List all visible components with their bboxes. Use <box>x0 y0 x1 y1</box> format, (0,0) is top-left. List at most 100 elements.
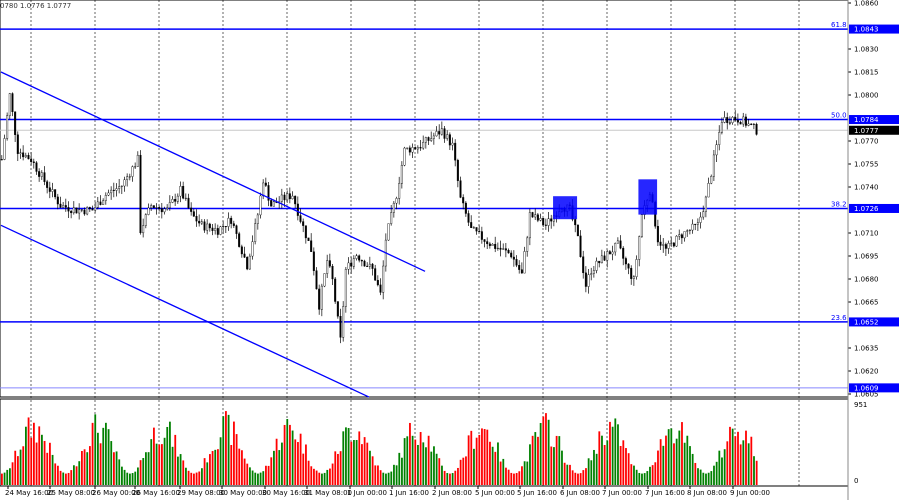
price-tick-label: 1.0605 <box>854 391 879 399</box>
candle-body <box>670 242 673 244</box>
candle-body <box>430 138 433 141</box>
volume-bar <box>550 446 553 485</box>
candle-body <box>75 207 78 214</box>
candle-body <box>734 116 737 121</box>
candle-body <box>142 225 145 234</box>
candle-body <box>318 288 321 310</box>
volume-bar <box>67 472 70 485</box>
volume-bar <box>273 450 275 485</box>
volume-bar <box>241 450 243 485</box>
volume-bar <box>638 472 641 485</box>
volume-bar <box>657 450 659 485</box>
candle-body <box>707 183 710 198</box>
candle-body <box>208 223 211 229</box>
candle-body <box>584 272 587 287</box>
candle-body <box>624 258 627 265</box>
volume-bar <box>595 453 598 485</box>
volume-bar <box>454 470 457 485</box>
volume-bar <box>17 456 19 485</box>
candle-body <box>222 226 225 228</box>
candle-body <box>14 111 17 135</box>
candle-body <box>35 162 38 172</box>
candle-body <box>523 251 526 274</box>
volume-bar <box>62 472 65 485</box>
candle-body <box>483 239 486 242</box>
volume-bar <box>222 416 225 485</box>
price-tick-label: 1.0860 <box>854 0 879 8</box>
candle-body <box>464 202 467 214</box>
candle-body <box>550 218 553 222</box>
candle-body <box>291 195 294 200</box>
candle-body <box>611 251 614 255</box>
candle-body <box>0 159 3 161</box>
candle-body <box>496 247 499 249</box>
volume-bar <box>14 450 17 485</box>
volume-bar <box>355 439 358 485</box>
candle-body <box>54 189 57 198</box>
volume-bar <box>494 451 497 485</box>
volume-bar <box>75 466 78 485</box>
volume-bar <box>566 464 569 485</box>
candle-body <box>160 208 163 213</box>
volume-bar <box>745 430 747 485</box>
volume-bar <box>555 435 558 485</box>
volume-bar <box>158 444 161 485</box>
volume-bar <box>59 470 62 485</box>
candle-body <box>502 248 505 250</box>
volume-bar <box>145 452 147 485</box>
candle-body <box>8 93 11 116</box>
volume-bar <box>235 434 238 485</box>
candle-body <box>219 226 222 235</box>
candle-body <box>102 200 105 205</box>
volume-bar <box>670 428 673 485</box>
ohlc-readout: 0780 1.0776 1.0777 <box>0 2 72 10</box>
candle-body <box>755 123 758 135</box>
candle-body <box>246 257 249 270</box>
candle-body <box>267 185 270 201</box>
volume-bar <box>369 450 371 485</box>
candle-body <box>174 199 177 202</box>
candle-body <box>115 188 118 191</box>
volume-bar <box>486 429 489 485</box>
volume-bar <box>371 456 374 485</box>
candle-body <box>544 224 547 226</box>
price-tick-label: 1.0740 <box>854 184 879 192</box>
candle-body <box>120 185 123 187</box>
level-price-label: 1.0726 <box>854 205 879 213</box>
candle-body <box>443 128 446 139</box>
volume-bar <box>385 473 387 485</box>
volume-bar <box>19 449 22 485</box>
candle-body <box>366 265 369 267</box>
candle-body <box>248 255 251 270</box>
candle-body <box>422 142 425 149</box>
price-tick-label: 1.0755 <box>854 161 879 169</box>
candle-body <box>635 259 638 277</box>
volume-bar <box>713 465 715 485</box>
level-price-tag <box>849 383 899 393</box>
volume-bar <box>686 435 689 485</box>
volume-bar <box>110 441 113 485</box>
volume-bar <box>81 450 83 485</box>
candle-body <box>112 189 115 191</box>
volume-bar <box>337 453 339 485</box>
volume-bar <box>126 472 129 485</box>
candle-body <box>235 225 238 234</box>
volume-bar <box>590 460 593 485</box>
candle-body <box>528 212 531 239</box>
candle-body <box>440 128 443 135</box>
volume-bar <box>622 440 625 485</box>
candle-body <box>592 270 595 274</box>
volume-bar <box>505 467 507 485</box>
candle-body <box>595 260 598 271</box>
candle-body <box>286 193 289 201</box>
candle-body <box>3 138 6 160</box>
volume-bar <box>662 445 665 485</box>
candle-body <box>518 264 521 270</box>
volume-bar <box>742 440 745 485</box>
volume-bar <box>627 453 630 485</box>
volume-bar <box>411 435 414 485</box>
candle-body <box>163 208 166 213</box>
candle-body <box>238 233 241 247</box>
volume-bar <box>321 473 323 485</box>
